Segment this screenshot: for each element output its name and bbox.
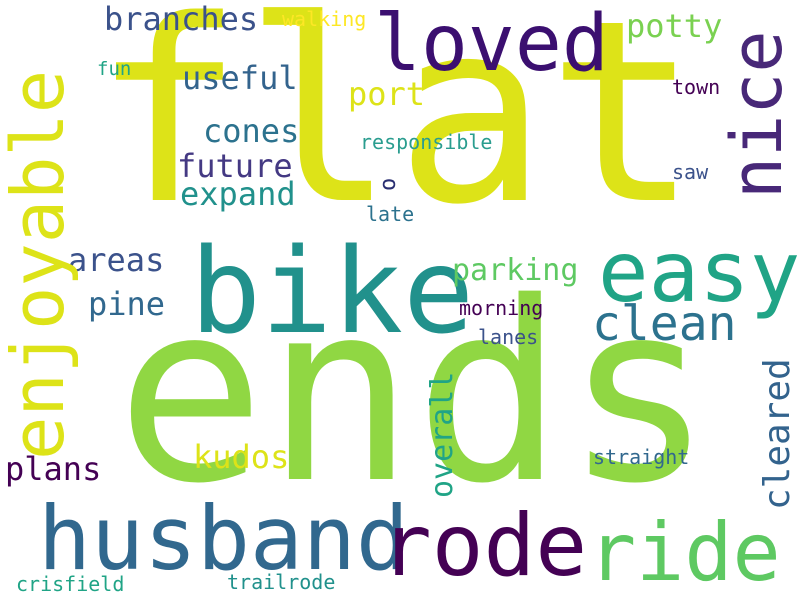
word-flat: flat xyxy=(92,0,699,260)
word-cones: cones xyxy=(203,112,300,150)
word-pine: pine xyxy=(88,285,166,323)
word-responsible: responsible xyxy=(360,130,493,154)
word-walking: walking xyxy=(282,7,367,31)
word-straight: straight xyxy=(593,445,690,469)
word-o: o xyxy=(376,177,401,191)
word-useful: useful xyxy=(182,59,298,97)
word-overall: overall xyxy=(425,371,460,498)
word-branches: branches xyxy=(104,0,259,38)
word-nice: nice xyxy=(716,30,798,199)
word-enjoyable: enjoyable xyxy=(0,69,80,460)
word-areas: areas xyxy=(68,241,165,279)
word-potty: potty xyxy=(626,7,723,45)
word-town: town xyxy=(672,75,721,99)
word-future: future xyxy=(177,147,293,185)
word-saw: saw xyxy=(672,160,709,184)
word-bike: bike xyxy=(190,222,475,360)
word-loved: loved xyxy=(374,0,609,89)
word-rode: rode xyxy=(380,496,588,596)
word-port: port xyxy=(348,75,426,113)
word-clean: clean xyxy=(592,296,737,352)
word-ends: ends xyxy=(116,250,714,538)
word-lanes: lanes xyxy=(478,325,539,349)
word-cleared: cleared xyxy=(757,358,798,510)
word-late: late xyxy=(366,202,415,226)
word-plans: plans xyxy=(5,450,102,488)
word-ride: ride xyxy=(588,506,781,599)
word-kudos: kudos xyxy=(193,438,290,476)
word-fun: fun xyxy=(97,58,132,80)
word-trailrode: trailrode xyxy=(227,570,336,594)
word-parking: parking xyxy=(452,253,579,288)
word-easy: easy xyxy=(598,223,800,321)
word-husband: husband xyxy=(38,487,409,590)
word-morning: morning xyxy=(459,296,544,320)
word-crisfield: crisfield xyxy=(16,572,125,596)
word-expand: expand xyxy=(180,175,296,213)
